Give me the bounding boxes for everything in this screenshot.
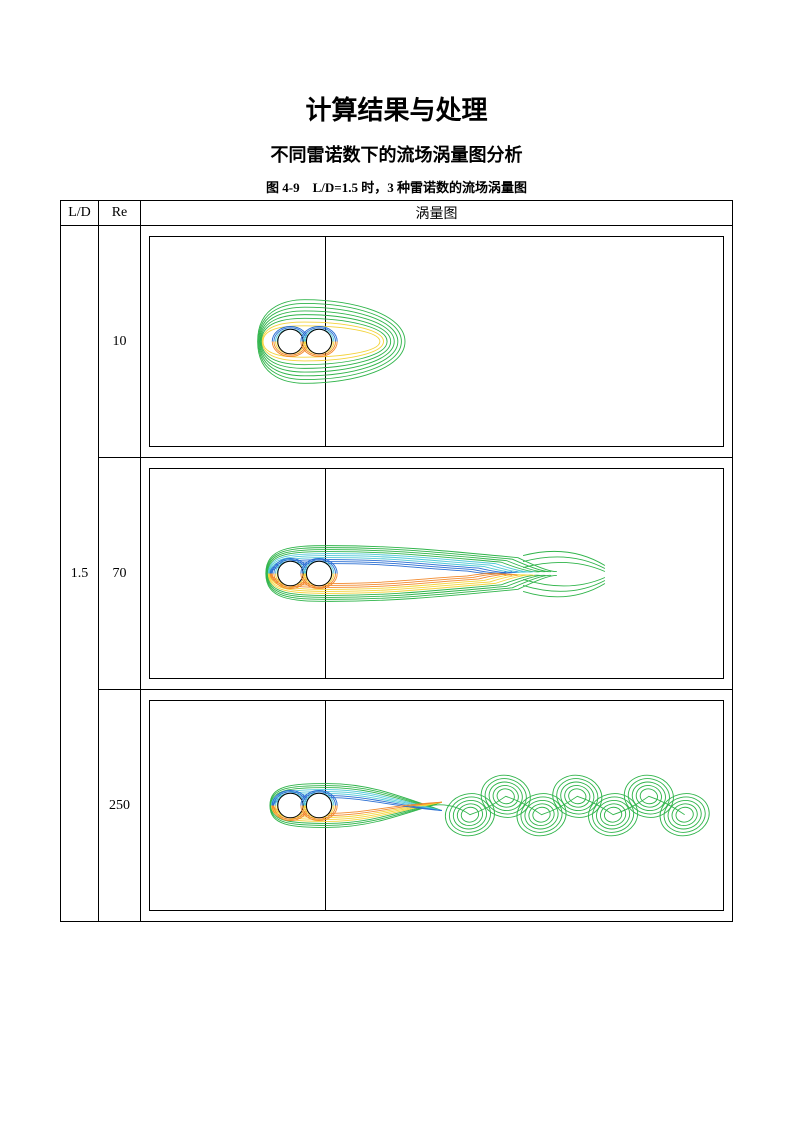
plot-frame <box>149 236 724 447</box>
re-value-1: 70 <box>99 458 141 690</box>
vorticity-plot-re70 <box>150 469 723 678</box>
plot-cell-re10 <box>141 226 733 458</box>
vorticity-plot-re250 <box>150 701 723 910</box>
vorticity-table: L/D Re 涡量图 1.5 10 70 <box>60 200 733 922</box>
vorticity-plot-re10 <box>150 237 723 446</box>
re-value-0: 10 <box>99 226 141 458</box>
page-title-main: 计算结果与处理 <box>60 90 733 127</box>
plot-frame <box>149 700 724 911</box>
header-re: Re <box>99 201 141 226</box>
re-value-2: 250 <box>99 690 141 922</box>
ld-value-cell: 1.5 <box>61 226 99 922</box>
header-ld: L/D <box>61 201 99 226</box>
plot-frame <box>149 468 724 679</box>
plot-cell-re250 <box>141 690 733 922</box>
figure-caption: 图 4-9 L/D=1.5 时，3 种雷诺数的流场涡量图 <box>60 177 733 196</box>
plot-cell-re70 <box>141 458 733 690</box>
page-title-sub: 不同雷诺数下的流场涡量图分析 <box>60 141 733 167</box>
header-plot: 涡量图 <box>141 201 733 226</box>
